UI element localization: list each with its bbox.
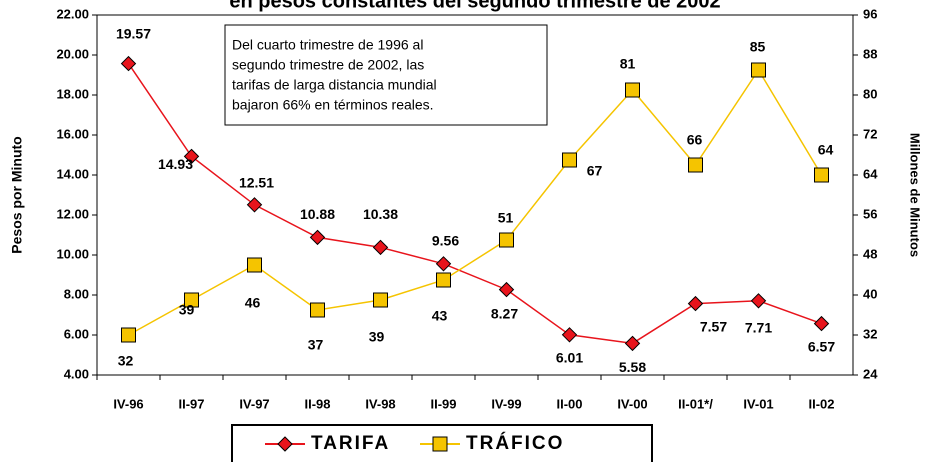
y2-tick-label: 80 (863, 86, 877, 101)
y-tick-label: 4.00 (64, 366, 89, 381)
y-tick-label: 22.00 (56, 6, 89, 21)
x-tick-label: II-01*/ (678, 396, 713, 411)
data-label: 14.93 (158, 156, 193, 172)
data-point (436, 272, 451, 288)
data-point (561, 327, 578, 343)
x-tick-label: IV-01 (743, 396, 773, 411)
data-label: 51 (498, 210, 514, 226)
data-label: 81 (620, 56, 636, 72)
annotation: tarifas de larga distancia mundial (232, 77, 437, 93)
y-tick-label: 10.00 (56, 246, 89, 261)
data-point (120, 55, 137, 72)
y-tick-label: 12.00 (56, 206, 89, 221)
y2-tick-label: 64 (863, 166, 878, 181)
legend-marker (277, 436, 293, 452)
data-point (246, 197, 263, 213)
y-axis-label: Pesos por Minuto (9, 136, 25, 253)
data-label: 46 (245, 295, 261, 311)
y2-tick-label: 24 (863, 366, 878, 381)
annotation-box (224, 24, 548, 126)
annotation: Del cuarto trimestre de 1996 al (232, 37, 423, 53)
data-point (310, 302, 325, 318)
x-tick-label: IV-00 (617, 396, 647, 411)
data-label: 10.38 (363, 206, 398, 222)
y2-axis-label: Millones de Minutos (908, 133, 923, 257)
y2-tick-label: 96 (863, 6, 877, 21)
data-point (372, 239, 389, 256)
data-label: 64 (818, 142, 834, 158)
x-tick-label: II-99 (430, 396, 456, 411)
annotation: segundo trimestre de 2002, las (232, 57, 424, 73)
data-label: 85 (750, 39, 766, 55)
y-tick-label: 16.00 (56, 126, 89, 141)
data-label: 19.57 (116, 25, 151, 41)
data-label: 32 (118, 353, 134, 369)
data-point (624, 335, 641, 352)
data-label: 6.01 (556, 350, 583, 366)
y2-tick-label: 72 (863, 126, 877, 141)
x-tick-label: IV-96 (113, 396, 143, 411)
x-tick-label: IV-97 (239, 396, 269, 411)
y2-tick-label: 88 (863, 46, 877, 61)
x-tick-label: IV-98 (365, 396, 395, 411)
data-point (499, 232, 514, 248)
data-point (562, 152, 577, 168)
legend-label: TARIFA (311, 433, 390, 454)
y-tick-label: 6.00 (64, 326, 89, 341)
y2-tick-label: 48 (863, 246, 877, 261)
x-tick-label: II-97 (178, 396, 204, 411)
legend-label: TRÁFICO (466, 432, 564, 454)
data-point (750, 293, 767, 309)
x-tick-label: II-98 (304, 396, 330, 411)
x-tick-label: II-02 (808, 396, 834, 411)
data-label: 7.57 (700, 318, 727, 334)
y-tick-label: 20.00 (56, 46, 89, 61)
data-label: 43 (432, 308, 448, 324)
y-tick-label: 18.00 (56, 86, 89, 101)
data-label: 66 (687, 132, 703, 148)
data-label: 5.58 (619, 359, 646, 375)
data-point (435, 256, 452, 272)
data-point (498, 281, 515, 298)
data-point (814, 167, 829, 183)
y2-tick-label: 40 (863, 286, 877, 301)
data-point (687, 295, 704, 312)
data-point (309, 229, 326, 246)
data-point (184, 292, 199, 308)
y-tick-label: 8.00 (64, 286, 89, 301)
data-point (247, 257, 262, 273)
data-point (625, 82, 640, 98)
data-label: 12.51 (239, 175, 274, 191)
y2-tick-label: 32 (863, 326, 877, 341)
legend-marker (432, 436, 448, 452)
series-line (127, 63, 822, 345)
y-tick-label: 14.00 (56, 166, 89, 181)
data-point (751, 62, 766, 78)
series-line (128, 68, 823, 336)
data-point (373, 292, 388, 308)
x-tick-label: II-00 (556, 396, 582, 411)
data-label: 37 (308, 337, 324, 353)
data-label: 67 (587, 163, 603, 179)
data-label: 39 (369, 329, 385, 345)
data-point (183, 148, 200, 165)
x-tick-label: IV-99 (491, 396, 521, 411)
y2-tick-label: 56 (863, 206, 877, 221)
data-label: 10.88 (300, 206, 335, 222)
data-label: 9.56 (432, 233, 459, 249)
data-label: 39 (179, 302, 195, 318)
data-label: 8.27 (491, 305, 518, 321)
data-point (813, 315, 830, 332)
annotation: bajaron 66% en términos reales. (232, 97, 434, 113)
data-point (688, 157, 703, 173)
data-point (121, 327, 136, 343)
chart-title: en pesos constantes del segundo trimestr… (229, 0, 720, 12)
data-label: 7.71 (745, 320, 772, 336)
data-label: 6.57 (808, 338, 835, 354)
